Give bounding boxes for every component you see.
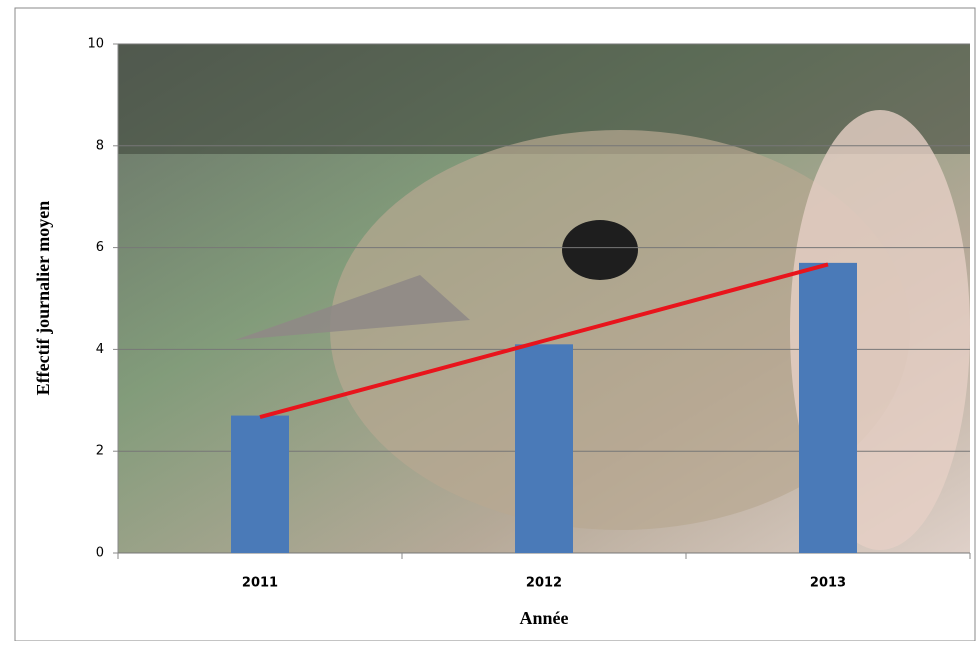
y-tick-label: 6	[96, 240, 104, 255]
y-tick-label: 8	[96, 138, 104, 153]
y-tick-label: 2	[96, 444, 104, 459]
x-tick-label: 2012	[526, 576, 562, 591]
x-tick-label: 2011	[242, 576, 278, 591]
y-axis-title: Effectif journalier moyen	[33, 201, 53, 396]
bar	[799, 262, 857, 553]
x-tick-label: 2013	[810, 576, 846, 591]
y-tick-label: 4	[96, 342, 104, 357]
bar	[515, 344, 573, 553]
y-tick-label: 10	[87, 37, 104, 52]
x-axis-title: Année	[520, 608, 569, 628]
bar	[231, 415, 289, 553]
y-tick-label: 0	[96, 546, 104, 561]
trend-line	[259, 262, 829, 420]
